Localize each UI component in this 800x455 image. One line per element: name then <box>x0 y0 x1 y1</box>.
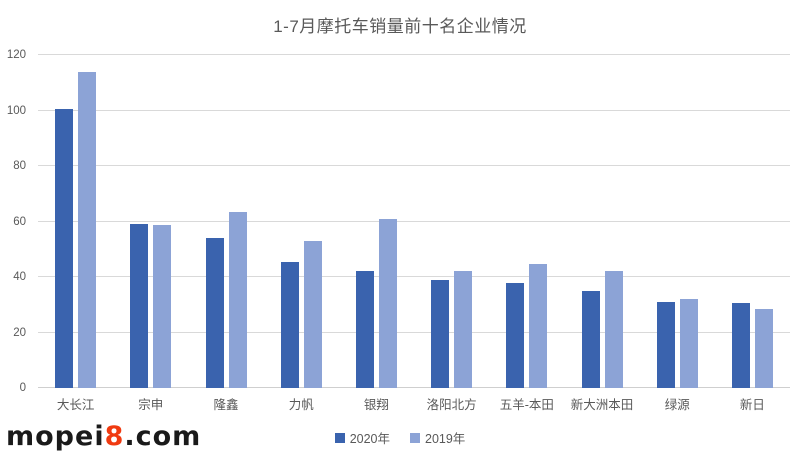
bar <box>205 238 224 388</box>
y-axis-tick-label: 40 <box>13 271 26 283</box>
y-axis-tick-label: 20 <box>13 326 26 339</box>
bar <box>130 223 149 388</box>
x-axis-category-label: 隆鑫 <box>213 398 239 412</box>
bar-group <box>264 55 339 388</box>
bar-group <box>414 55 489 388</box>
legend-label: 2020年 <box>349 432 390 446</box>
bar <box>454 271 473 388</box>
bar-group <box>188 55 263 388</box>
x-axis-category-label: 宗申 <box>138 398 164 412</box>
bar-groups <box>38 55 790 388</box>
bar-group <box>113 55 188 388</box>
bar <box>355 271 374 388</box>
bar-group <box>564 55 639 388</box>
gridline <box>38 276 790 277</box>
bar <box>731 303 750 388</box>
bar-group <box>38 55 113 388</box>
legend-swatch-icon <box>334 432 345 443</box>
y-axis-tick-label: 0 <box>19 382 26 394</box>
bar <box>431 279 450 388</box>
plot-area <box>38 54 790 388</box>
bar <box>55 109 74 388</box>
watermark-prefix: mopei <box>6 421 105 452</box>
x-axis: 大长江 宗申 隆鑫 力帆 银翔 洛阳北方 五羊-本田 新大洲本田 绿源 新日 <box>38 394 790 413</box>
gridline <box>38 54 790 55</box>
bar <box>303 240 322 388</box>
bar-group <box>715 55 790 388</box>
bar <box>153 224 172 388</box>
bar <box>656 301 675 388</box>
x-axis-category-label: 银翔 <box>363 398 389 412</box>
bar <box>581 290 600 388</box>
legend-label: 2019年 <box>425 432 466 446</box>
gridline <box>38 109 790 111</box>
bar <box>378 218 397 388</box>
watermark: mopei8.com <box>6 421 201 452</box>
x-axis-category-label: 大长江 <box>56 398 95 412</box>
legend-item: 2019年 <box>410 428 465 447</box>
bar-group <box>640 55 715 388</box>
y-axis-tick-label: 100 <box>6 104 26 117</box>
x-axis-category-label: 洛阳北方 <box>426 398 477 412</box>
bar <box>604 271 623 388</box>
x-axis-category-label: 五羊-本田 <box>499 398 554 412</box>
legend-item: 2020年 <box>334 428 390 447</box>
watermark-suffix: .com <box>124 421 202 452</box>
x-axis-category-label: 力帆 <box>288 398 314 412</box>
bar <box>529 263 548 388</box>
bar-group <box>489 55 564 388</box>
x-axis-category-label: 新大洲本田 <box>570 398 634 412</box>
x-axis-category-label: 绿源 <box>664 398 690 412</box>
gridline <box>38 165 790 166</box>
gridline <box>38 220 790 222</box>
bar <box>754 308 773 388</box>
bar <box>506 282 525 388</box>
x-axis-category-label: 新日 <box>739 398 765 412</box>
legend-swatch-icon <box>410 432 420 443</box>
legend: 2020年 2019年 <box>0 428 800 447</box>
bar-group <box>339 55 414 388</box>
chart-title: 1-7月摩托车销量前十名企业情况 <box>273 17 527 36</box>
bar <box>679 299 698 388</box>
bar <box>78 71 97 388</box>
gridline <box>38 387 790 388</box>
bar <box>228 211 247 388</box>
y-axis: 0 20 40 60 80 100 120 <box>0 49 30 394</box>
gridline <box>38 331 790 333</box>
watermark-highlight: 8 <box>104 421 125 452</box>
y-axis-tick-label: 120 <box>6 49 26 61</box>
y-axis-tick-label: 60 <box>13 215 26 228</box>
y-axis-tick-label: 80 <box>13 160 26 172</box>
bar <box>280 261 299 388</box>
